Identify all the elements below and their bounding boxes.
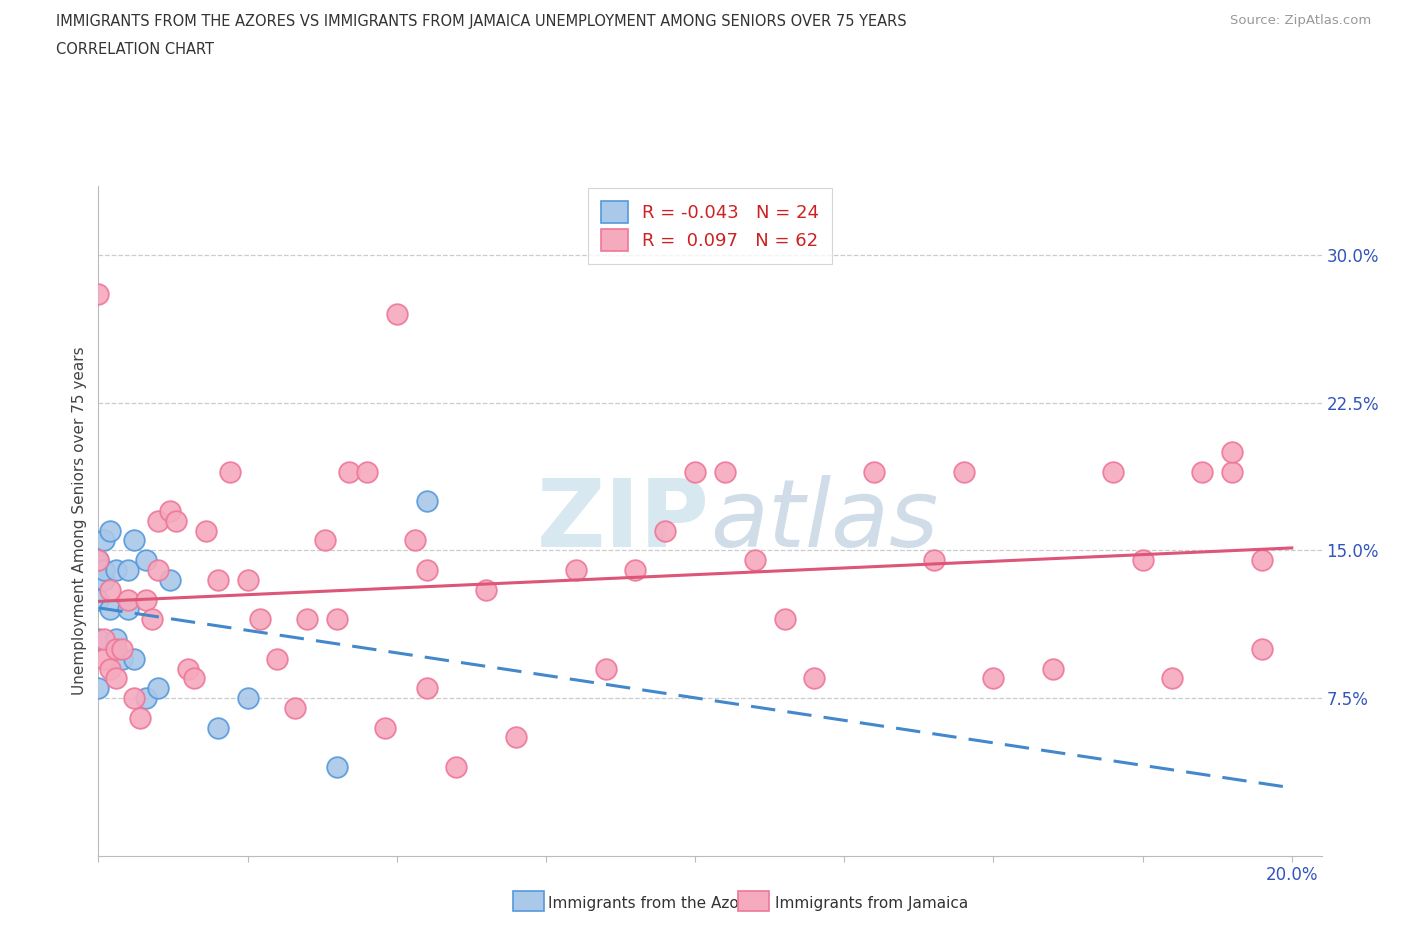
Point	[446, 760, 468, 775]
Point	[183, 671, 205, 685]
Text: Immigrants from Jamaica: Immigrants from Jamaica	[775, 896, 967, 910]
Point	[122, 691, 145, 706]
Point	[1132, 552, 1154, 567]
Point	[1161, 671, 1184, 685]
Y-axis label: Unemployment Among Seniors over 75 years: Unemployment Among Seniors over 75 years	[72, 347, 87, 695]
Point	[93, 573, 115, 588]
Point	[624, 563, 647, 578]
Point	[141, 612, 163, 627]
Point	[1101, 464, 1123, 479]
Point	[374, 720, 396, 735]
Point	[146, 513, 169, 528]
Point	[1220, 464, 1243, 479]
Point	[105, 631, 128, 646]
Point	[337, 464, 360, 479]
Text: ZIP: ZIP	[537, 475, 710, 566]
Point	[207, 720, 229, 735]
Point	[744, 552, 766, 567]
Point	[773, 612, 796, 627]
Point	[93, 651, 115, 666]
Point	[314, 533, 336, 548]
Point	[1251, 552, 1274, 567]
Point	[326, 612, 349, 627]
Point	[129, 711, 152, 725]
Point	[249, 612, 271, 627]
Point	[93, 631, 115, 646]
Point	[105, 671, 128, 685]
Point	[135, 592, 157, 607]
Point	[1220, 445, 1243, 459]
Point	[356, 464, 378, 479]
Point	[207, 573, 229, 588]
Point	[683, 464, 706, 479]
Point	[803, 671, 825, 685]
Point	[863, 464, 886, 479]
Point	[87, 552, 110, 567]
Point	[922, 552, 945, 567]
Point	[983, 671, 1005, 685]
Point	[415, 563, 437, 578]
Point	[415, 494, 437, 509]
Point	[105, 563, 128, 578]
Point	[714, 464, 737, 479]
Point	[1191, 464, 1213, 479]
Point	[159, 503, 181, 518]
Text: IMMIGRANTS FROM THE AZORES VS IMMIGRANTS FROM JAMAICA UNEMPLOYMENT AMONG SENIORS: IMMIGRANTS FROM THE AZORES VS IMMIGRANTS…	[56, 14, 907, 29]
Point	[146, 681, 169, 696]
Point	[297, 612, 319, 627]
Point	[98, 582, 121, 597]
Point	[284, 700, 307, 715]
Text: Source: ZipAtlas.com: Source: ZipAtlas.com	[1230, 14, 1371, 27]
Point	[385, 307, 408, 322]
Point	[1251, 642, 1274, 657]
Text: atlas: atlas	[710, 475, 938, 566]
Point	[177, 661, 200, 676]
Point	[165, 513, 187, 528]
Point	[111, 651, 134, 666]
Point	[654, 524, 676, 538]
Point	[952, 464, 974, 479]
Point	[475, 582, 498, 597]
Point	[194, 524, 217, 538]
Point	[146, 563, 169, 578]
Point	[87, 592, 110, 607]
Point	[565, 563, 588, 578]
Point	[218, 464, 240, 479]
Point	[505, 730, 527, 745]
Point	[415, 681, 437, 696]
Point	[93, 533, 115, 548]
Point	[93, 563, 115, 578]
Point	[135, 691, 157, 706]
Point	[98, 661, 121, 676]
Point	[87, 286, 110, 301]
Text: Immigrants from the Azores: Immigrants from the Azores	[548, 896, 762, 910]
Point	[105, 642, 128, 657]
Point	[266, 651, 288, 666]
Point	[98, 524, 121, 538]
Point	[236, 691, 259, 706]
Point	[236, 573, 259, 588]
Point	[135, 552, 157, 567]
Point	[111, 642, 134, 657]
Point	[117, 563, 139, 578]
Point	[326, 760, 349, 775]
Point	[87, 552, 110, 567]
Point	[117, 592, 139, 607]
Point	[159, 573, 181, 588]
Point	[117, 602, 139, 617]
Point	[98, 602, 121, 617]
Legend: R = -0.043   N = 24, R =  0.097   N = 62: R = -0.043 N = 24, R = 0.097 N = 62	[588, 189, 832, 264]
Point	[404, 533, 426, 548]
Point	[1042, 661, 1064, 676]
Point	[122, 651, 145, 666]
Point	[595, 661, 617, 676]
Text: CORRELATION CHART: CORRELATION CHART	[56, 42, 214, 57]
Point	[87, 681, 110, 696]
Point	[87, 631, 110, 646]
Point	[122, 533, 145, 548]
